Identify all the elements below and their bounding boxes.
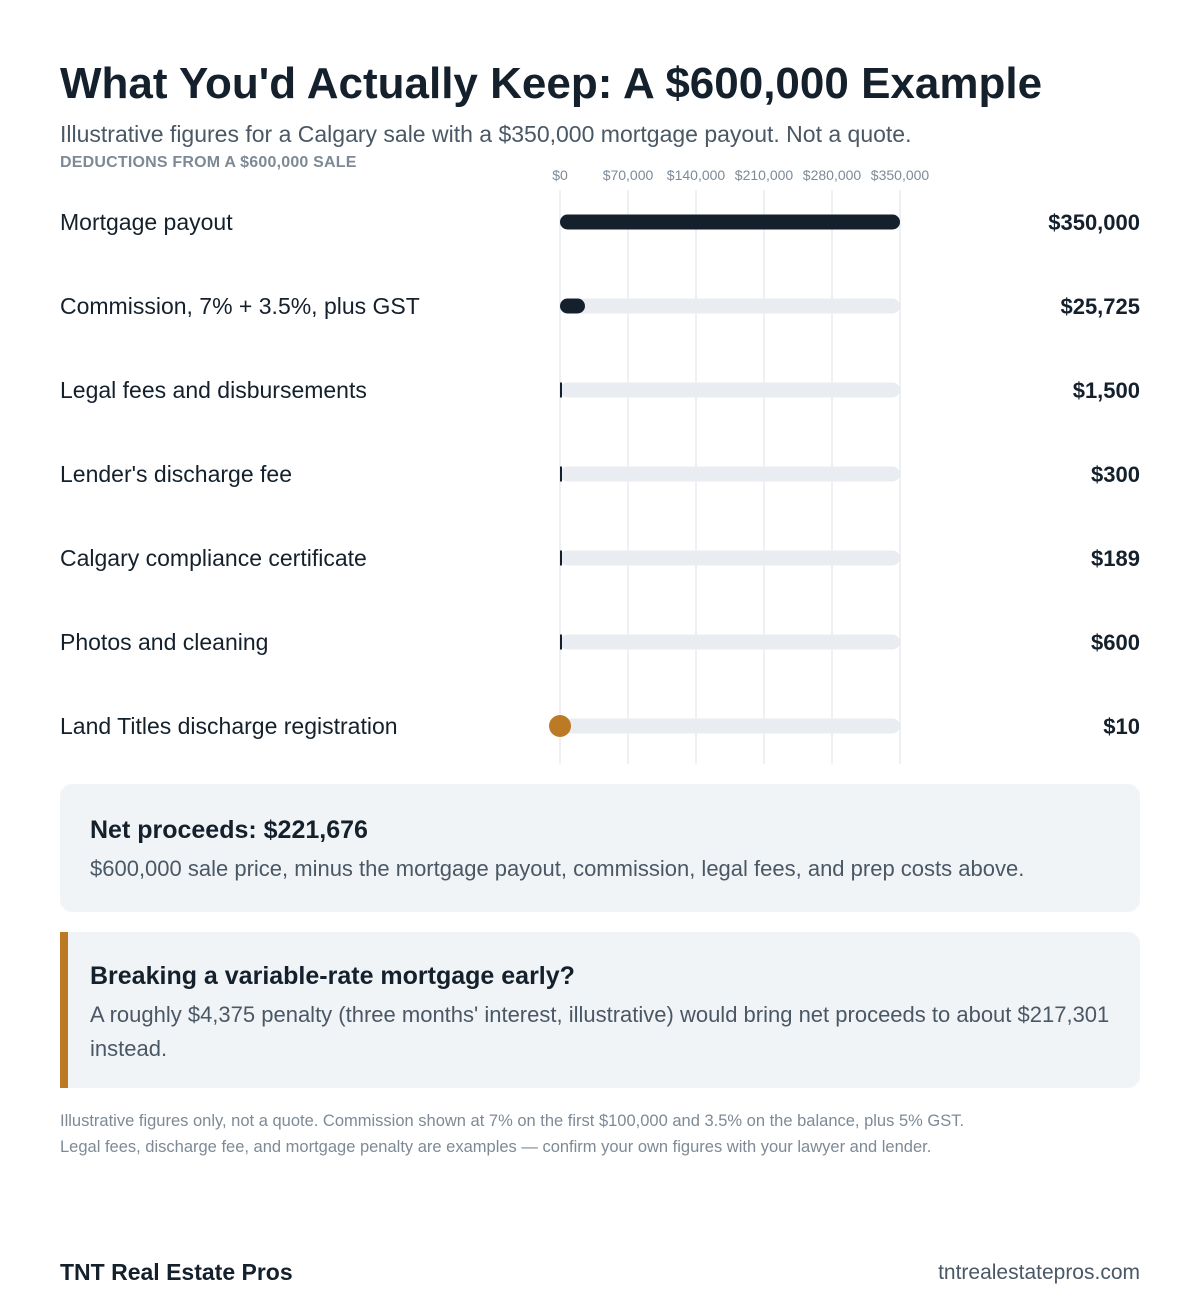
row-label: Legal fees and disbursements <box>60 377 367 403</box>
row-label: Land Titles discharge registration <box>60 713 398 739</box>
bar <box>560 214 900 230</box>
net-proceeds-body: $600,000 sale price, minus the mortgage … <box>90 856 1025 881</box>
bar-track <box>560 298 900 314</box>
footnote-line-2: Legal fees, discharge fee, and mortgage … <box>60 1138 932 1156</box>
bar <box>560 466 562 482</box>
data-label: $25,725 <box>1060 294 1140 319</box>
data-label: $600 <box>1091 630 1140 655</box>
highlight-dot <box>549 715 572 737</box>
chart-row: Lender's discharge fee $300 <box>60 461 1140 487</box>
chart-row: Land Titles discharge registration $10 <box>60 713 1140 739</box>
row-label: Lender's discharge fee <box>60 461 292 487</box>
bar <box>560 298 585 314</box>
bar <box>560 634 562 650</box>
data-label: $300 <box>1091 462 1140 487</box>
row-label: Mortgage payout <box>60 209 233 235</box>
chart-section-label: DEDUCTIONS FROM A $600,000 SALE <box>60 154 357 171</box>
x-tick-label: $70,000 <box>603 167 654 183</box>
row-label: Commission, 7% + 3.5%, plus GST <box>60 293 420 319</box>
chart-row: Calgary compliance certificate $189 <box>60 545 1140 571</box>
x-tick-label: $210,000 <box>735 167 794 183</box>
data-label: $189 <box>1091 546 1140 571</box>
bar <box>560 382 562 398</box>
x-tick-label: $350,000 <box>871 167 930 183</box>
data-label: $350,000 <box>1048 210 1140 235</box>
bar <box>560 550 562 566</box>
x-tick-label: $0 <box>552 167 568 183</box>
x-tick-label: $140,000 <box>667 167 726 183</box>
row-label: Calgary compliance certificate <box>60 545 367 571</box>
bar-track <box>560 382 900 398</box>
chart-x-axis-ticks: $0 $70,000 $140,000 $210,000 $280,000 $350,00… <box>552 167 929 183</box>
bar-track <box>560 466 900 482</box>
bar-track <box>560 550 900 566</box>
chart-row: Photos and cleaning $600 <box>60 629 1140 655</box>
page-subtitle: Illustrative figures for a Calgary sale … <box>60 121 912 147</box>
penalty-callout-card: Breaking a variable-rate mortgage early?… <box>60 932 1140 1088</box>
data-label: $1,500 <box>1073 378 1140 403</box>
chart-row: Commission, 7% + 3.5%, plus GST $25,725 <box>60 293 1140 319</box>
data-label: $10 <box>1103 714 1140 739</box>
x-tick-label: $280,000 <box>803 167 862 183</box>
net-proceeds-title: Net proceeds: $221,676 <box>90 816 368 844</box>
brand-name: TNT Real Estate Pros <box>60 1259 293 1285</box>
penalty-callout-title: Breaking a variable-rate mortgage early? <box>90 962 575 990</box>
bar-track <box>560 718 900 734</box>
penalty-callout-body: A roughly $4,375 penalty (three months' … <box>90 1002 1110 1061</box>
chart-rows: Mortgage payout $350,000 Commission, 7% + … <box>60 209 1140 739</box>
chart-row: Legal fees and disbursements $1,500 <box>60 377 1140 403</box>
deductions-bar-chart: $0 $70,000 $140,000 $210,000 $280,000 $350,00… <box>60 167 1140 764</box>
footnote: Illustrative figures only, not a quote. … <box>60 1108 1140 1160</box>
net-proceeds-card: Net proceeds: $221,676 $600,000 sale pri… <box>60 784 1140 912</box>
website-url: tntrealestatepros.com <box>938 1261 1140 1284</box>
chart-row: Mortgage payout $350,000 <box>60 209 1140 235</box>
row-label: Photos and cleaning <box>60 629 268 655</box>
bar-track <box>560 634 900 650</box>
footnote-line-1: Illustrative figures only, not a quote. … <box>60 1112 965 1130</box>
page-title: What You'd Actually Keep: A $600,000 Exa… <box>60 59 1043 108</box>
